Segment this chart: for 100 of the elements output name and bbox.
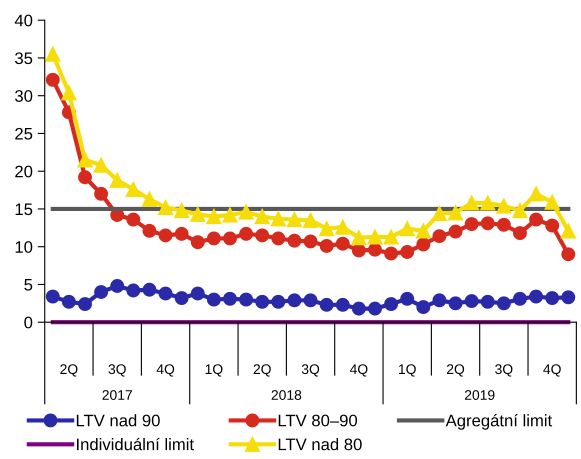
point [544, 194, 560, 210]
point [512, 202, 528, 218]
point [319, 220, 334, 236]
point [400, 292, 414, 306]
point [174, 291, 189, 305]
point [400, 220, 415, 236]
y-tick-label: 25 [15, 128, 32, 140]
point [480, 195, 496, 211]
x-tick-label: 3Q [302, 364, 320, 377]
point [528, 186, 544, 202]
point [304, 234, 318, 248]
point [270, 211, 286, 226]
point [94, 285, 108, 299]
legend-label: LTV 80–90 [278, 414, 358, 426]
point [94, 186, 108, 201]
point [45, 46, 60, 62]
legend-label: Individuální limit [77, 438, 194, 450]
point [320, 298, 334, 312]
point [513, 226, 527, 240]
point [238, 204, 254, 220]
point [400, 245, 414, 259]
point [126, 284, 140, 298]
point [352, 302, 366, 316]
point [287, 234, 302, 248]
point [448, 224, 462, 239]
point [302, 212, 318, 228]
point [46, 290, 60, 304]
point [142, 192, 158, 207]
text: 2018 [272, 390, 302, 400]
point [62, 294, 76, 309]
point [464, 217, 479, 232]
point [190, 286, 205, 300]
legend-label: LTV nad 80 [278, 438, 362, 450]
point [142, 282, 156, 297]
point [223, 292, 237, 306]
point [287, 293, 302, 308]
y-tick-label: 10 [16, 241, 32, 253]
x-tick-label: 4Q [156, 364, 174, 377]
point [78, 297, 92, 312]
point [223, 231, 237, 246]
point [448, 296, 462, 310]
y-tick-label: 30 [15, 90, 32, 102]
point [286, 212, 302, 228]
point [174, 226, 189, 241]
y-tick-label: 0 [24, 316, 32, 328]
point [496, 296, 511, 310]
point [352, 244, 366, 258]
point [271, 231, 286, 246]
point [480, 294, 495, 309]
x-tick-label: 3Q [108, 364, 126, 377]
point [254, 208, 270, 224]
point [158, 286, 173, 300]
point [336, 298, 350, 312]
point [432, 206, 448, 222]
point [304, 293, 318, 308]
x-tick-label: 3Q [495, 364, 512, 377]
point [206, 231, 221, 246]
point [206, 292, 221, 307]
point [351, 230, 367, 246]
point [545, 291, 560, 305]
point [384, 246, 398, 260]
point [383, 229, 399, 245]
point [560, 223, 576, 238]
point [368, 302, 382, 316]
text: 2019 [464, 390, 494, 400]
point [126, 212, 140, 226]
point [416, 300, 430, 314]
x-tick-label: 1Q [399, 364, 416, 377]
point [464, 294, 479, 308]
point [110, 279, 124, 293]
x-tick-label: 2Q [60, 364, 78, 377]
point [335, 219, 350, 235]
point [432, 229, 446, 244]
point [561, 290, 576, 304]
point [255, 294, 270, 309]
point [416, 223, 431, 238]
point [158, 200, 174, 216]
point [239, 226, 254, 241]
legend-label: LTV nad 90 [76, 414, 160, 426]
point [93, 158, 109, 173]
legend-label: Agregátní limit [446, 414, 552, 430]
point [255, 228, 270, 242]
y-tick-label: 40 [14, 14, 32, 26]
point [158, 228, 173, 242]
y-tick-label: 15 [16, 204, 32, 216]
point [239, 292, 254, 307]
point [206, 208, 222, 224]
point [529, 290, 544, 304]
point [368, 242, 382, 257]
point [190, 235, 205, 250]
text: 2017 [102, 390, 132, 400]
point [529, 212, 544, 226]
x-tick-label: 2Q [446, 364, 464, 377]
point [271, 294, 286, 309]
point [77, 152, 93, 168]
point [46, 72, 60, 87]
point [110, 172, 125, 188]
point [222, 207, 238, 223]
point [496, 218, 511, 232]
point [367, 229, 383, 245]
